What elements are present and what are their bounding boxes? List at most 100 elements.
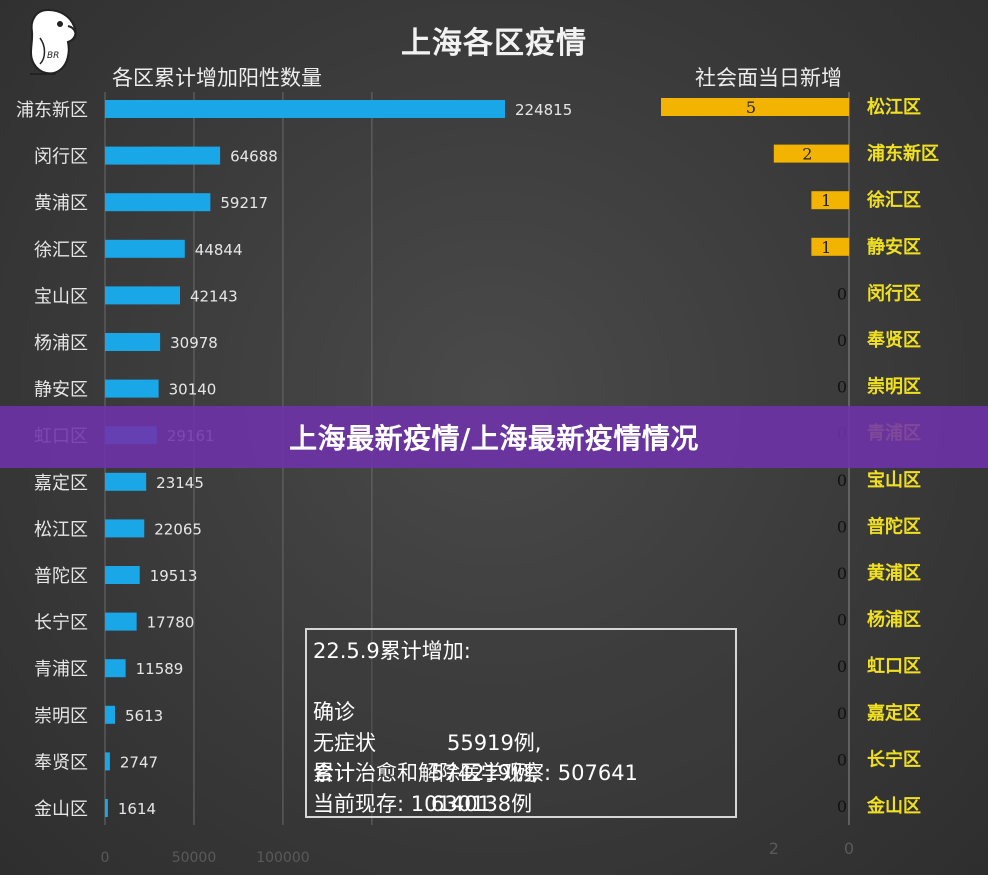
data-label: 11589 (136, 660, 184, 678)
bar (105, 519, 145, 538)
category-label: 闵行区 (34, 147, 88, 168)
svg-text:BR: BR (47, 51, 59, 61)
bar (773, 144, 849, 163)
category-label: 奉贤区 (34, 752, 88, 773)
summary-row-asymptomatic: 无症状 574219例, (313, 697, 729, 786)
x-tick-label: 100000 (256, 850, 309, 866)
category-label: 宝山区 (867, 469, 921, 491)
data-label: 0 (837, 797, 847, 816)
bar (105, 239, 185, 258)
data-label: 22065 (154, 520, 202, 538)
summary-label: 合计 (313, 761, 355, 785)
data-label: 30978 (170, 334, 218, 352)
summary-box: 22.5.9累计增加: 确诊 55919例, 无症状 574219例, 合计 6… (305, 628, 737, 818)
bar (105, 612, 137, 631)
chart-title: 上海各区疫情 (401, 26, 587, 61)
category-label: 崇明区 (867, 376, 921, 398)
x-tick-label: 0 (844, 839, 854, 858)
headline-banner: 上海最新疫情/上海最新疫情情况 (0, 406, 988, 468)
data-label: 44844 (195, 241, 243, 259)
x-tick-label: 2 (769, 839, 779, 858)
bar (105, 752, 110, 771)
data-label: 0 (837, 284, 847, 303)
bar (105, 566, 140, 584)
bar (105, 286, 180, 305)
bar (105, 705, 115, 724)
bar (105, 333, 161, 351)
data-label: 0 (837, 564, 847, 583)
category-label: 黄浦区 (867, 562, 921, 584)
data-label: 0 (837, 471, 847, 490)
data-label: 2 (802, 145, 812, 164)
data-label: 0 (837, 517, 847, 536)
summary-row-current: 当前现存: 101401 (313, 791, 491, 816)
category-label: 金山区 (866, 795, 921, 817)
data-label: 0 (837, 331, 847, 350)
category-label: 徐汇区 (866, 189, 921, 211)
data-label: 0 (837, 704, 847, 723)
right-chart-title: 社会面当日新增 (695, 66, 842, 90)
category-label: 嘉定区 (34, 473, 88, 494)
data-label: 224815 (515, 101, 572, 119)
data-label: 59217 (220, 194, 268, 212)
bar (105, 472, 147, 491)
category-label: 长宁区 (34, 613, 88, 634)
category-label: 静安区 (867, 236, 921, 258)
data-label: 2747 (120, 753, 158, 771)
left-chart-title: 各区累计增加阳性数量 (112, 66, 322, 90)
data-label: 1 (821, 191, 831, 210)
summary-value: 630138例 (431, 791, 533, 816)
data-label: 23145 (156, 474, 204, 492)
summary-value: 574219例, (431, 761, 539, 785)
data-label: 17780 (147, 614, 195, 632)
x-tick-label: 50000 (172, 850, 217, 866)
data-label: 1614 (118, 800, 156, 818)
category-label: 长宁区 (867, 748, 921, 770)
bar (105, 193, 211, 212)
data-label: 19513 (150, 567, 198, 585)
bar (105, 100, 505, 118)
category-label: 浦东新区 (16, 100, 88, 121)
category-label: 徐汇区 (34, 240, 88, 261)
summary-row-confirmed: 确诊 55919例, (313, 667, 729, 755)
summary-value: 55919例, (447, 730, 542, 755)
bar (105, 659, 126, 678)
bar (661, 98, 849, 116)
data-label: 0 (837, 657, 847, 676)
data-label: 5 (746, 98, 756, 117)
category-label: 松江区 (34, 519, 88, 540)
summary-label: 无症状 (313, 730, 376, 755)
summary-row-cured: 累计治愈和解除医学观察: 507641 (313, 761, 638, 785)
category-label: 静安区 (34, 380, 88, 401)
category-label: 浦东新区 (867, 143, 939, 165)
data-label: 1 (821, 238, 831, 257)
bar (811, 191, 849, 210)
category-label: 奉贤区 (866, 329, 921, 351)
category-label: 杨浦区 (867, 609, 921, 631)
summary-row-total: 合计 630138例 (313, 728, 729, 816)
data-label: 0 (837, 750, 847, 769)
data-label: 64688 (230, 148, 278, 166)
category-label: 普陀区 (34, 566, 88, 587)
category-label: 宝山区 (34, 286, 88, 307)
bar (105, 379, 159, 398)
category-label: 青浦区 (34, 659, 88, 680)
summary-heading: 22.5.9累计增加: (313, 639, 471, 663)
category-label: 崇明区 (34, 706, 88, 727)
data-label: 0 (837, 378, 847, 397)
category-label: 闵行区 (867, 282, 921, 304)
bar (105, 146, 221, 165)
category-label: 杨浦区 (34, 333, 88, 354)
data-label: 5613 (125, 707, 163, 725)
data-label: 30140 (169, 381, 217, 399)
category-label: 金山区 (34, 799, 88, 820)
data-label: 0 (837, 611, 847, 630)
category-label: 黄浦区 (34, 193, 88, 214)
summary-label: 确诊 (313, 700, 355, 724)
x-tick-label: 0 (101, 850, 110, 866)
category-label: 嘉定区 (866, 702, 921, 724)
parrot-logo: BR (18, 4, 88, 82)
bar (105, 799, 108, 817)
category-label: 普陀区 (867, 515, 921, 537)
